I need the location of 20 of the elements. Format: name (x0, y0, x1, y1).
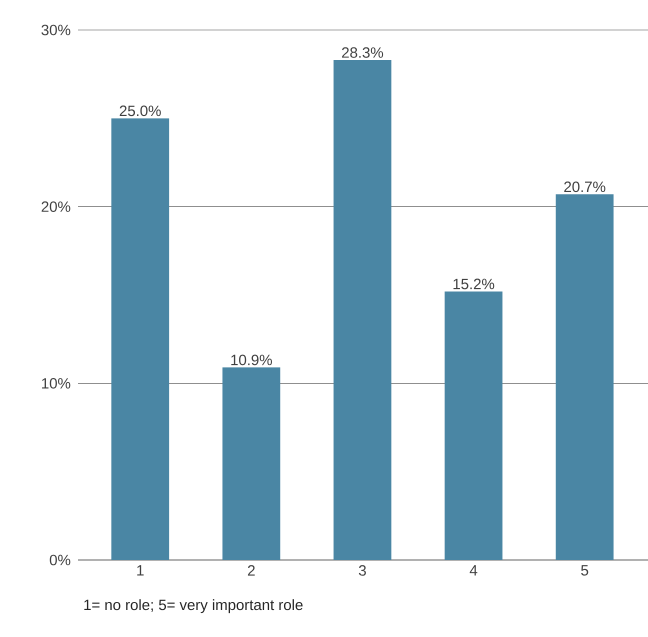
y-tick-label: 10% (42, 378, 70, 389)
data-label: 28.3% (342, 47, 384, 58)
bar (111, 118, 170, 560)
data-label: 20.7% (564, 182, 606, 192)
x-tick-label: 1 (137, 565, 144, 576)
x-axis-title: 1= no role; 5= very important role (84, 599, 303, 614)
data-label: 10.9% (231, 354, 272, 366)
bar (222, 367, 280, 560)
bar (444, 291, 502, 560)
y-tick-label: 0% (50, 554, 70, 566)
data-label: 15.2% (454, 278, 494, 290)
y-tick-label: 30% (41, 24, 70, 36)
x-tick-label: 2 (248, 565, 255, 576)
bar (334, 60, 392, 560)
x-tick-label: 5 (581, 565, 588, 576)
x-tick-label: 3 (358, 565, 366, 576)
data-label: 25.0% (120, 106, 161, 116)
x-tick-label: 4 (470, 565, 478, 576)
bar (556, 194, 614, 560)
y-tick-label: 20% (42, 201, 70, 212)
